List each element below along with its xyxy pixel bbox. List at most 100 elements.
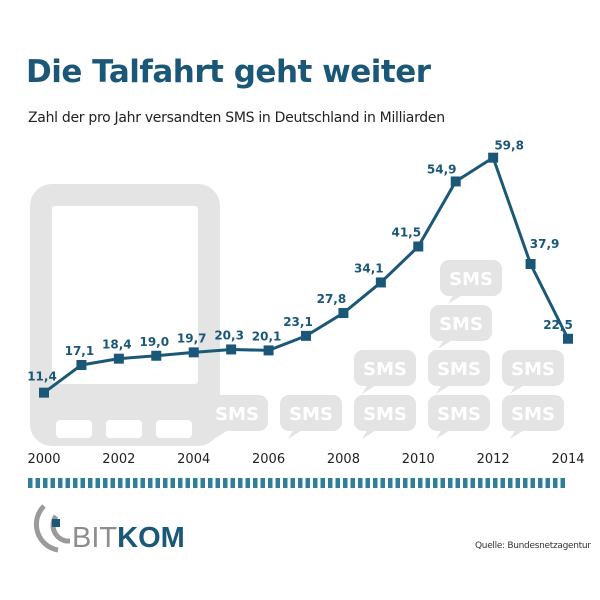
- sms-bubble-icon: [440, 260, 502, 296]
- phone-button: [56, 420, 92, 438]
- sms-bubble-text: SMS: [363, 404, 407, 425]
- divider-dash: [208, 478, 213, 488]
- x-tick-label: 2008: [327, 452, 360, 467]
- divider-dash: [320, 478, 325, 488]
- divider-dash: [155, 478, 160, 488]
- divider-dash: [140, 478, 145, 488]
- divider-dash: [358, 478, 363, 488]
- divider-dash: [125, 478, 130, 488]
- divider-dash: [343, 478, 348, 488]
- chart-title: Die Talfahrt geht weiter: [26, 54, 431, 90]
- phone-button: [106, 420, 142, 438]
- divider-dash: [28, 478, 33, 488]
- x-tick-label: 2006: [252, 452, 285, 467]
- divider-dash: [223, 478, 228, 488]
- data-point: [113, 353, 124, 364]
- sms-bubble-tail: [510, 384, 526, 394]
- data-label: 17,1: [65, 344, 95, 358]
- data-point: [263, 345, 274, 356]
- background-decoration: SMS SMS SMS SMS SMS SMS SMS SMS SMS SMS: [30, 184, 564, 446]
- divider-dash: [65, 478, 70, 488]
- divider-dash: [245, 478, 250, 488]
- divider-dash: [523, 478, 528, 488]
- divider-dash: [305, 478, 310, 488]
- divider-dash: [290, 478, 295, 488]
- data-label: 59,8: [494, 139, 524, 153]
- data-label: 11,4: [27, 370, 57, 384]
- data-label: 22,5: [543, 318, 573, 332]
- divider-dash: [215, 478, 220, 488]
- sms-bubble-icon: [206, 395, 268, 431]
- divider-dash: [43, 478, 48, 488]
- divider-dash: [418, 478, 423, 488]
- data-label: 19,7: [177, 331, 207, 345]
- sms-bubble-icon: [430, 305, 492, 341]
- data-label: 20,3: [214, 328, 244, 342]
- divider-dash: [425, 478, 430, 488]
- divider-dash: [170, 478, 175, 488]
- svg-text:BITKOM: BITKOM: [72, 522, 185, 554]
- divider-dash: [508, 478, 513, 488]
- sms-bubble-icon: [502, 350, 564, 386]
- divider-dash: [560, 478, 565, 488]
- divider-dash: [433, 478, 438, 488]
- x-tick-label: 2014: [551, 452, 584, 467]
- data-label: 37,9: [530, 237, 560, 251]
- divider-dash: [88, 478, 93, 488]
- divider-dash: [298, 478, 303, 488]
- divider-dash: [253, 478, 258, 488]
- phone-screen: [52, 206, 198, 384]
- divider-dash: [193, 478, 198, 488]
- divider-dash: [403, 478, 408, 488]
- x-tick-label: 2000: [27, 452, 60, 467]
- sms-bubble-icon: [428, 395, 490, 431]
- data-point: [188, 347, 199, 358]
- divider-dash: [545, 478, 550, 488]
- divider-dash: [80, 478, 85, 488]
- divider-dash: [395, 478, 400, 488]
- divider-dash: [365, 478, 370, 488]
- divider-dash: [515, 478, 520, 488]
- x-tick-label: 2004: [177, 452, 210, 467]
- divider-dash: [493, 478, 498, 488]
- divider-dash: [388, 478, 393, 488]
- sms-bubble-icon: [280, 395, 342, 431]
- x-tick-label: 2012: [477, 452, 510, 467]
- sms-bubble-tail: [436, 384, 452, 394]
- sms-bubble-icon: [354, 395, 416, 431]
- divider-dash: [335, 478, 340, 488]
- divider-dash: [538, 478, 543, 488]
- data-label: 18,4: [102, 338, 132, 352]
- data-point: [563, 333, 573, 344]
- divider-dash: [380, 478, 385, 488]
- x-tick-label: 2002: [102, 452, 135, 467]
- sms-bubble-tail: [214, 429, 230, 439]
- data-point: [151, 350, 162, 361]
- divider-dash: [283, 478, 288, 488]
- divider-dash: [230, 478, 235, 488]
- divider-dash: [185, 478, 190, 488]
- sms-bubble-tail: [448, 294, 464, 304]
- divider-dash: [50, 478, 55, 488]
- data-label: 23,1: [283, 315, 313, 329]
- sms-bubble-tail: [510, 429, 526, 439]
- divider-dash: [148, 478, 153, 488]
- divider-dash: [275, 478, 280, 488]
- divider-dash: [448, 478, 453, 488]
- data-point: [226, 344, 237, 355]
- sms-bubble-icon: [428, 350, 490, 386]
- data-label: 20,1: [252, 329, 282, 343]
- divider-dash: [478, 478, 483, 488]
- x-tick-label: 2010: [402, 452, 435, 467]
- divider-dash: [133, 478, 138, 488]
- data-point: [525, 258, 536, 269]
- data-label: 41,5: [391, 226, 421, 240]
- divider-dash: [328, 478, 333, 488]
- divider-dash: [178, 478, 183, 488]
- divider-dash: [95, 478, 100, 488]
- divider-dash: [35, 478, 40, 488]
- dashed-divider: [28, 478, 565, 488]
- data-point: [76, 359, 87, 370]
- sms-bubble-text: SMS: [511, 359, 555, 380]
